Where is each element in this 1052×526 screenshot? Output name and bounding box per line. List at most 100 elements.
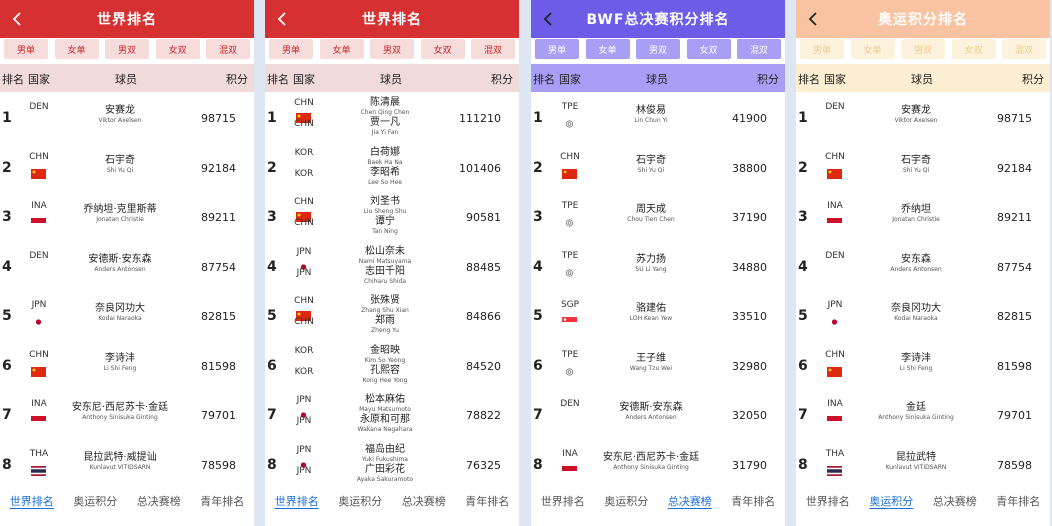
category-tab-2[interactable]: 女单 (585, 39, 630, 59)
bottom-nav-item-4[interactable]: 青年排名 (996, 495, 1041, 508)
category-tab-1[interactable]: 男单 (269, 39, 313, 59)
country-code: CHN (294, 296, 314, 306)
ranking-row[interactable]: 3 TPE 周天成 Chou Tien Chen 37190 (531, 191, 785, 241)
category-tab-5[interactable]: 混双 (737, 39, 781, 59)
ranking-row[interactable]: 3 INA 乔纳坦·克里斯蒂 Jonatan Christie 89211 (0, 191, 254, 241)
ranking-row[interactable]: 4 DEN 安德斯·安东森 Anders Antonsen 87754 (0, 241, 254, 291)
ranking-row[interactable]: 2 CHN 石宇奇 Shi Yu Qi 92184 (796, 142, 1050, 192)
flag-icon (827, 164, 842, 179)
ranking-row[interactable]: 2 KOR KOR 白荷娜 Baek Ha Na 李昭希 Lee So Hee 101406 (265, 142, 519, 192)
bottom-nav-item-2[interactable]: 奥运积分 (338, 495, 383, 508)
category-tab-2[interactable]: 女单 (850, 39, 895, 59)
bottom-nav-item-2[interactable]: 奥运积分 (604, 495, 649, 508)
ranking-row[interactable]: 5 JPN 奈良冈功大 Kodai Naraoka 82815 (0, 290, 254, 340)
ranking-row[interactable]: 2 CHN 石宇奇 Shi Yu Qi 38800 (531, 142, 785, 192)
ranking-row[interactable]: 8 INA 安东尼·西尼苏卡·金廷 Anthony Sinisuka Ginting 3… (531, 439, 785, 489)
category-tab-1[interactable]: 男单 (4, 39, 48, 59)
category-tab-3[interactable]: 男双 (901, 39, 945, 59)
category-tab-4[interactable]: 女双 (686, 39, 731, 59)
bottom-nav-item-4[interactable]: 青年排名 (465, 495, 510, 508)
player-names: 白荷娜 Baek Ha Na 李昭希 Lee So Hee (325, 147, 445, 187)
ranking-row[interactable]: 1 DEN 安赛龙 Viktor Axelsen 98715 (0, 92, 254, 142)
ranking-row[interactable]: 6 CHN 李诗沣 Li Shi Feng 81598 (796, 340, 1050, 390)
bottom-nav-item-1[interactable]: 世界排名 (805, 495, 850, 508)
category-tab-5[interactable]: 混双 (471, 39, 515, 59)
ranking-row[interactable]: 8 JPN JPN 福岛由纪 Yuki Fukushima 广田彩花 Ayaka Sakur… (265, 439, 519, 489)
bottom-nav-item-1[interactable]: 世界排名 (274, 495, 319, 508)
bottom-nav-item-3[interactable]: 总决赛榜 (136, 495, 181, 508)
category-tab-3[interactable]: 男双 (636, 39, 680, 59)
bottom-nav-item-3[interactable]: 总决赛榜 (667, 495, 712, 508)
category-tab-5[interactable]: 混双 (206, 39, 250, 59)
chevron-left-icon (543, 12, 552, 26)
ranking-row[interactable]: 3 INA 乔纳坦 Jonatan Christie 89211 (796, 191, 1050, 241)
ranking-row[interactable]: 5 SGP 骆建佑 LOH Kean Yew 33510 (531, 290, 785, 340)
category-tab-4[interactable]: 女双 (951, 39, 996, 59)
ranking-row[interactable]: 6 KOR KOR 金昭映 Kim So Yeong 孔熙容 Kong Hee Yong 84… (265, 340, 519, 390)
player-name-cn: 乔纳坦·克里斯蒂 (83, 204, 157, 215)
bottom-nav-item-4[interactable]: 青年排名 (200, 495, 245, 508)
ranking-row[interactable]: 6 CHN 李诗沣 Li Shi Feng 81598 (0, 340, 254, 390)
ranking-row[interactable]: 7 INA 金廷 Anthony Sinisuka Ginting 79701 (796, 389, 1050, 439)
ranking-row[interactable]: 4 JPN JPN 松山奈未 Nami Matsuyama 志田千阳 Chiharu Shi… (265, 241, 519, 291)
player-name-en: Chou Tien Chen (627, 216, 675, 223)
flag-icon (827, 461, 842, 476)
category-tab-4[interactable]: 女双 (155, 39, 200, 59)
back-button[interactable] (537, 6, 559, 32)
ranking-row[interactable]: 1 CHN CHN 陈清晨 Chen Qing Chen 贾一凡 Jia Yi Fan 111… (265, 92, 519, 142)
bottom-nav-item-4[interactable]: 青年排名 (731, 495, 776, 508)
country-code: TPE (561, 349, 579, 360)
rank-number: 6 (533, 357, 543, 374)
flag-icon (296, 207, 311, 222)
category-tab-2[interactable]: 女单 (54, 39, 99, 59)
ranking-row[interactable]: 8 THA 昆拉武特 Kunlavut VITIDSARN 78598 (796, 439, 1050, 489)
ranking-row[interactable]: 6 TPE 王子维 Wang Tzu Wei 32980 (531, 340, 785, 390)
back-button[interactable] (271, 6, 293, 32)
ranking-row[interactable]: 5 CHN CHN 张殊贤 Zhang Shu Xian 郑雨 Zheng Yu 84866 (265, 290, 519, 340)
column-points: 积分 (1022, 73, 1044, 86)
bottom-nav: 世界排名 奥运积分 总决赛榜 青年排名 (531, 487, 785, 526)
flag-icon (296, 257, 311, 272)
category-tab-2[interactable]: 女单 (319, 39, 364, 59)
rank-number: 5 (2, 308, 12, 324)
category-tab-3[interactable]: 男双 (370, 39, 414, 59)
ranking-row[interactable]: 1 TPE 林俊易 Lin Chun Yi 41900 (531, 92, 785, 142)
points-value: 81598 (201, 359, 236, 373)
ranking-row[interactable]: 4 TPE 苏力扬 SU Li Yang 34880 (531, 241, 785, 291)
ranking-row[interactable]: 5 JPN 奈良冈功大 Kodai Naraoka 82815 (796, 290, 1050, 340)
player-names: 安东尼·西尼苏卡·金廷 Anthony Sinisuka Ginting (60, 402, 180, 422)
bottom-nav-item-1[interactable]: 世界排名 (540, 495, 585, 508)
bottom-nav-item-3[interactable]: 总决赛榜 (932, 495, 977, 508)
flag-icon (827, 312, 842, 327)
player-name-cn: 周天成 (636, 204, 666, 215)
ranking-row[interactable]: 8 THA 昆拉武特·威提讪 Kunlavut VITIDSARN 78598 (0, 439, 254, 489)
player-name-cn: 张殊贤 (370, 295, 400, 306)
ranking-row[interactable]: 7 DEN 安德斯·安东森 Anders Antonsen 32050 (531, 389, 785, 439)
country-code: JPN (296, 416, 312, 426)
ranking-row[interactable]: 7 JPN JPN 松本麻佑 Mayu Matsumoto 永原和可那 Wakana Nag… (265, 389, 519, 439)
category-tab-1[interactable]: 男单 (535, 39, 579, 59)
category-tab-3[interactable]: 男双 (105, 39, 149, 59)
ranking-row[interactable]: 7 INA 安东尼·西尼苏卡·金廷 Anthony Sinisuka Ginting 7… (0, 389, 254, 439)
ranking-row[interactable]: 3 CHN CHN 刘圣书 Liu Sheng Shu 谭宁 Tan Ning 90581 (265, 191, 519, 241)
player-name-cn: 志田千阳 (365, 265, 405, 277)
ranking-row[interactable]: 2 CHN 石宇奇 Shi Yu Qi 92184 (0, 142, 254, 192)
column-points: 积分 (226, 73, 248, 86)
category-tab-1[interactable]: 男单 (800, 39, 844, 59)
country-code: KOR (294, 366, 314, 377)
ranking-row[interactable]: 1 DEN 安赛龙 Viktor Axelsen 98715 (796, 92, 1050, 142)
bottom-nav-item-3[interactable]: 总决赛榜 (401, 495, 446, 508)
category-tab-5[interactable]: 混双 (1002, 39, 1046, 59)
points-value: 79701 (997, 409, 1032, 422)
ranking-row[interactable]: 4 DEN 安东森 Anders Antonsen 87754 (796, 241, 1050, 291)
bottom-nav-item-2[interactable]: 奥运积分 (869, 495, 914, 508)
bottom-nav-item-2[interactable]: 奥运积分 (73, 495, 118, 508)
column-rank: 排名 (267, 73, 289, 86)
flag-icon (296, 306, 311, 321)
category-tabs: 男单 女单 男双 女双 混双 (796, 38, 1050, 64)
back-button[interactable] (802, 6, 824, 32)
category-tab-4[interactable]: 女双 (420, 39, 465, 59)
bottom-nav-item-1[interactable]: 世界排名 (9, 495, 54, 508)
bottom-nav: 世界排名 奥运积分 总决赛榜 青年排名 (265, 487, 519, 526)
back-button[interactable] (6, 6, 28, 32)
